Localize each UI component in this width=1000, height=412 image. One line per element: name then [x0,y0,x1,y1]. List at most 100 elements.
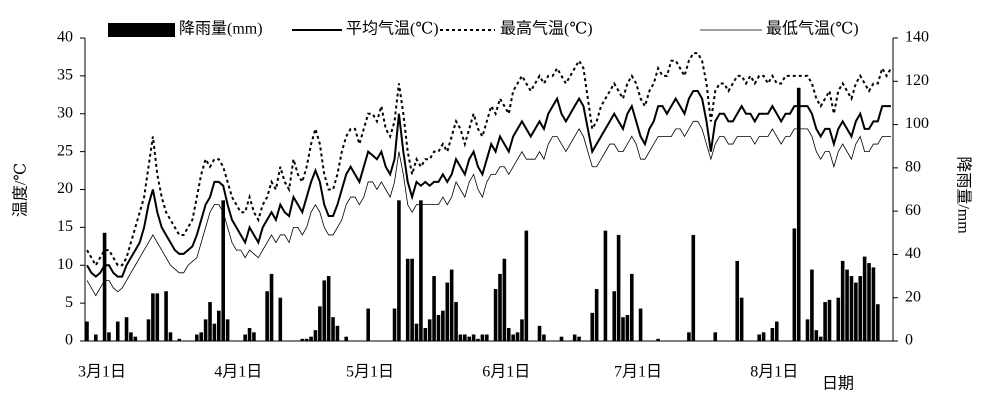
rain-bar [476,338,480,341]
rain-bar [542,334,546,341]
rain-bar [432,276,436,341]
rain-bar [876,304,880,341]
rain-bar [770,328,775,341]
rain-bar [129,332,133,341]
x-axis-label: 日期 [822,375,854,393]
y-tick-label: 20 [57,180,73,197]
rain-bar [195,334,199,341]
rain-bar [577,336,581,341]
x-tick-label: 3月1日 [78,364,126,381]
rain-bar [480,334,485,341]
rain-bar [151,293,155,341]
rain-bar [511,334,515,341]
rain-bar [867,263,871,341]
rain-bar [203,319,208,341]
rain-bar [322,280,327,341]
rain-bar [392,308,397,341]
rain-bar [792,228,797,341]
rain-bar [85,321,89,341]
rain-bar [436,315,441,341]
rain-bar [862,256,867,341]
y2-tick-label: 120 [905,72,929,89]
rain-bar [168,332,173,341]
rain-bar [93,334,98,341]
rain-bar [858,276,863,341]
rain-bar [713,332,718,341]
rain-bar [335,325,340,341]
rain-bar [366,308,370,341]
x-tick-label: 6月1日 [482,364,530,381]
rain-bar [616,234,621,341]
rain-bar [146,319,151,341]
y2-axis-label: 降雨量/mm [954,156,972,234]
rain-bar [739,297,744,341]
rain-bar [309,336,313,341]
temperature-line [86,90,891,278]
y-tick-label: 0 [65,332,73,349]
rain-bar [520,319,524,341]
rain-bar [485,334,489,341]
rain-bar [625,315,630,341]
y2-tick-label: 20 [905,288,921,305]
rain-bar [410,258,414,341]
y2-tick-label: 40 [905,245,921,262]
rain-bar [133,336,138,341]
rain-bar [845,269,849,341]
y-tick-label: 25 [57,142,73,159]
rain-bar [493,289,498,341]
rain-bar [638,308,643,341]
y-tick-label: 5 [65,294,73,311]
rain-bar [467,336,472,341]
rain-bar [265,291,269,341]
rain-bar [419,200,423,341]
rain-bar [212,323,217,341]
rain-bar [818,336,823,341]
x-tick-label: 8月1日 [750,364,798,381]
rain-bar [590,312,595,341]
rain-bar [300,338,305,341]
y2-tick-label: 60 [905,202,921,219]
rain-bar [331,317,335,341]
y-tick-label: 35 [57,67,73,84]
rain-bar [537,325,542,341]
rain-bar [691,234,696,341]
y-tick-label: 15 [57,218,73,235]
rain-bar [304,338,309,341]
rain-bar [471,334,476,341]
legend-label: 平均气温(℃) [346,20,439,38]
legend-label: 最低气温(℃) [766,20,859,38]
rain-bar [506,328,511,341]
rain-bar [217,310,221,341]
y2-tick-label: 80 [905,159,921,176]
rain-bar [871,267,876,341]
rain-bar [594,289,599,341]
rain-bar [115,321,120,341]
rain-bar [854,282,858,341]
rain-bar [252,332,256,341]
legend-swatch [108,23,175,37]
rain-bar [102,232,107,341]
rain-bar [177,338,182,341]
rain-bar [827,299,832,341]
rain-bar [735,260,740,341]
rain-bar [225,319,230,341]
rain-bar [423,328,428,341]
rain-bar [344,336,349,341]
rain-bar [559,336,564,341]
rain-bar [463,334,467,341]
rain-bar [243,334,247,341]
rain-bar [208,302,212,341]
rain-bar [761,332,766,341]
rain-bar [454,302,458,341]
rain-bar [515,332,520,341]
rain-bar [849,276,854,341]
rain-bar [107,332,111,341]
legend-label: 最高气温(℃) [500,20,593,38]
rain-bar [757,334,761,341]
rain-bar [199,332,204,341]
rain-bar [814,330,819,341]
rain-bar [155,293,160,341]
rain-bar [629,273,634,341]
